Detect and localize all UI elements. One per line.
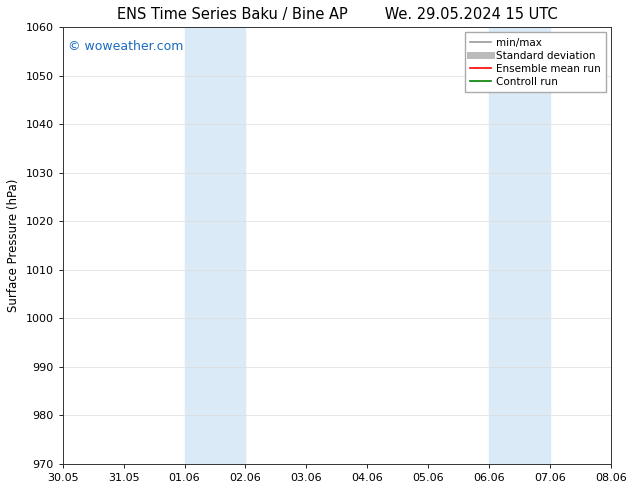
Title: ENS Time Series Baku / Bine AP        We. 29.05.2024 15 UTC: ENS Time Series Baku / Bine AP We. 29.05… (117, 7, 557, 22)
Legend: min/max, Standard deviation, Ensemble mean run, Controll run: min/max, Standard deviation, Ensemble me… (465, 32, 606, 92)
Bar (489, 27, 550, 464)
Text: © woweather.com: © woweather.com (68, 40, 183, 53)
Y-axis label: Surface Pressure (hPa): Surface Pressure (hPa) (7, 179, 20, 312)
Bar (184, 27, 245, 464)
